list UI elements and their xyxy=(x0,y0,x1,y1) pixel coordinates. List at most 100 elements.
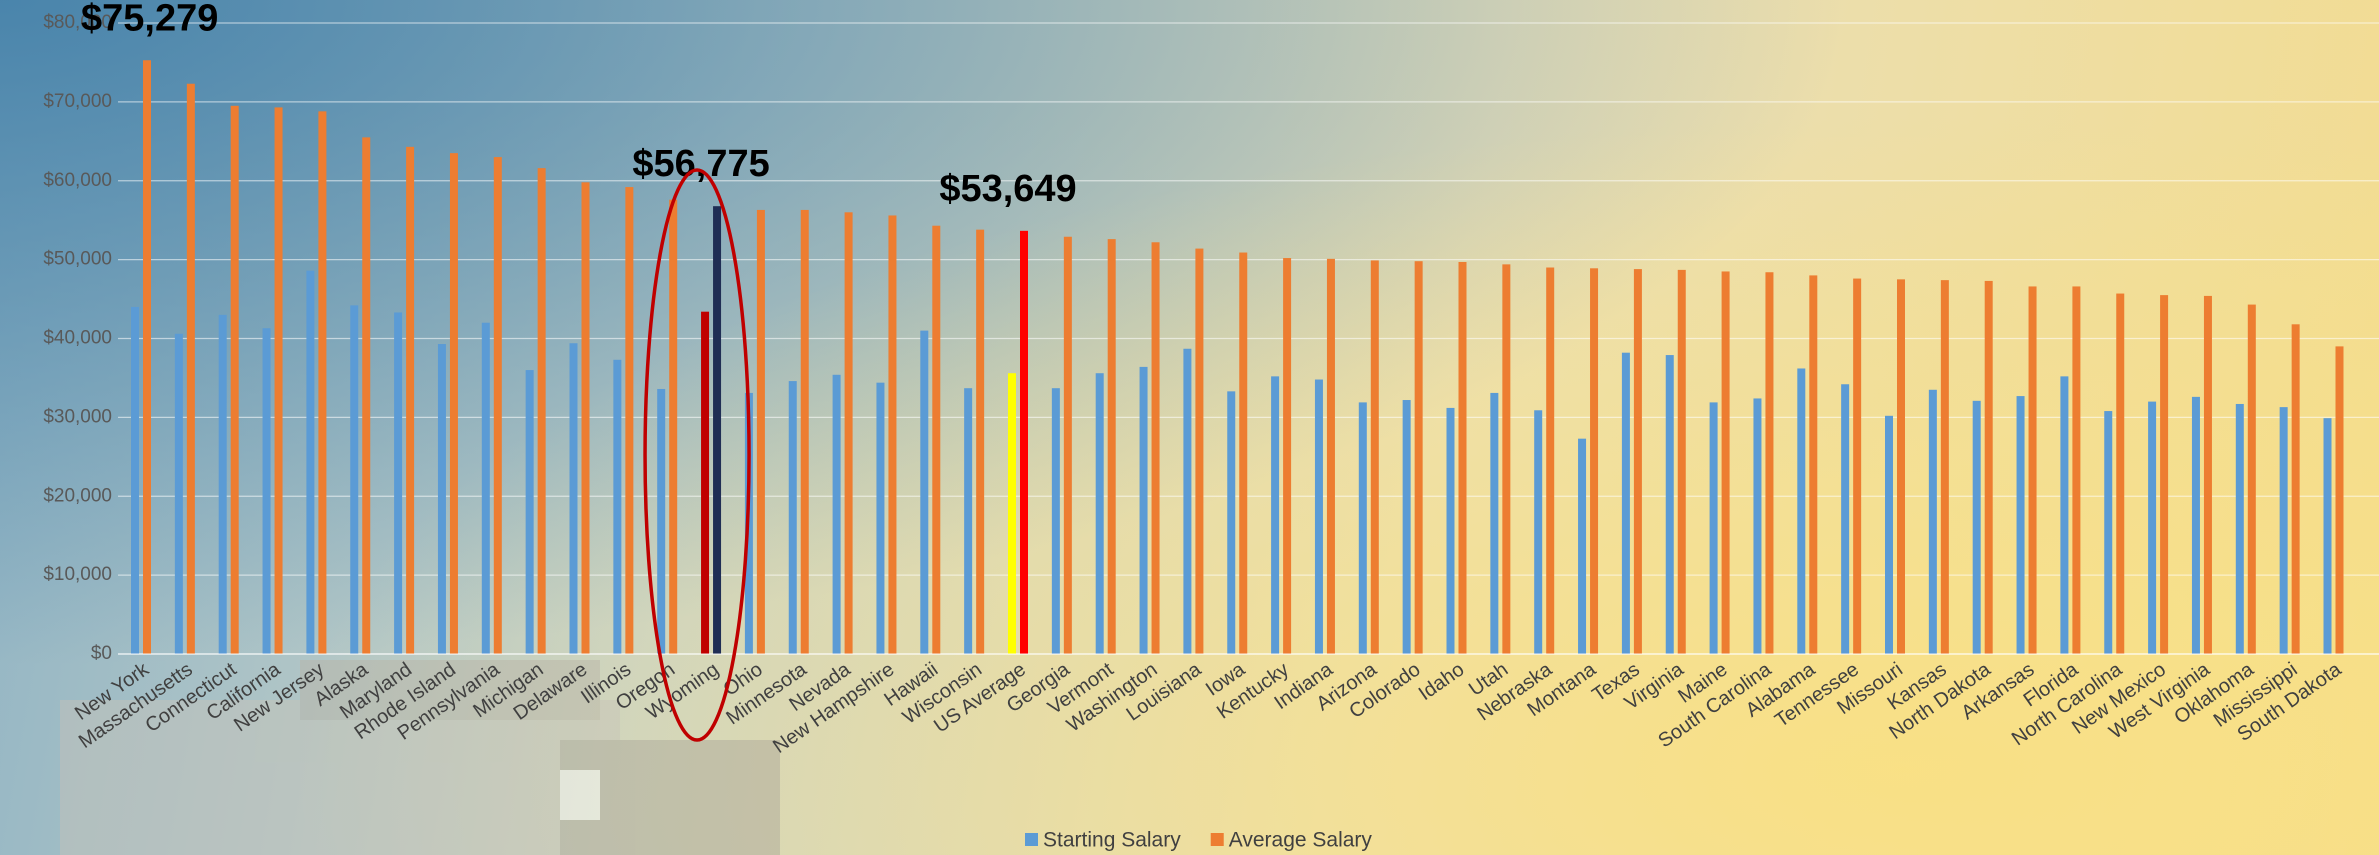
bar xyxy=(1195,249,1203,654)
bar xyxy=(613,360,621,654)
bar xyxy=(1929,390,1937,654)
bar xyxy=(1052,388,1060,654)
bar xyxy=(263,328,271,654)
bar xyxy=(1578,439,1586,654)
bar xyxy=(1502,264,1510,654)
y-tick-label: $60,000 xyxy=(43,170,112,191)
bar xyxy=(1152,242,1160,654)
bar xyxy=(1797,368,1805,654)
bar xyxy=(1239,253,1247,654)
bar xyxy=(275,107,283,654)
bar xyxy=(789,381,797,654)
bar xyxy=(1327,259,1335,654)
bar xyxy=(1666,355,1674,654)
bar xyxy=(450,153,458,654)
bar xyxy=(1885,416,1893,654)
bar xyxy=(306,271,314,654)
bar xyxy=(669,200,677,654)
bar xyxy=(231,106,239,654)
bar xyxy=(1809,275,1817,654)
bar xyxy=(1096,373,1104,654)
bar xyxy=(1722,271,1730,654)
bar xyxy=(1315,380,1323,654)
legend-label: Starting Salary xyxy=(1043,829,1181,852)
bar xyxy=(394,312,402,654)
y-tick-label: $40,000 xyxy=(43,328,112,349)
bar xyxy=(2160,295,2168,654)
bar xyxy=(2192,397,2200,654)
y-tick-label: $70,000 xyxy=(43,91,112,112)
data-label: $53,649 xyxy=(939,168,1076,210)
bar xyxy=(657,389,665,654)
bar xyxy=(701,312,709,654)
bar xyxy=(1622,353,1630,654)
bar xyxy=(2236,404,2244,654)
bar xyxy=(845,212,853,654)
legend-swatch xyxy=(1025,833,1038,846)
bar xyxy=(570,343,578,654)
bar xyxy=(131,307,139,654)
bar xyxy=(1546,268,1554,654)
bar xyxy=(143,60,151,654)
bar xyxy=(920,331,928,654)
bar xyxy=(2104,411,2112,654)
bar xyxy=(2204,296,2212,654)
bar xyxy=(1765,272,1773,654)
bar xyxy=(1459,262,1467,654)
bar xyxy=(1227,391,1235,654)
bar xyxy=(2017,396,2025,654)
bar xyxy=(1008,373,1016,654)
bar xyxy=(1534,410,1542,654)
bar xyxy=(362,137,370,654)
bar xyxy=(1897,279,1905,654)
bar xyxy=(1753,398,1761,654)
bar xyxy=(2292,324,2300,654)
bar xyxy=(438,344,446,654)
bar xyxy=(1841,384,1849,654)
y-tick-label: $10,000 xyxy=(43,564,112,585)
bar xyxy=(1678,270,1686,654)
bar xyxy=(2248,305,2256,654)
bar xyxy=(1064,237,1072,654)
bar xyxy=(219,315,227,654)
bar xyxy=(1590,268,1598,654)
bar xyxy=(2116,294,2124,654)
bar xyxy=(1853,279,1861,654)
bar xyxy=(2072,286,2080,654)
bar xyxy=(1359,402,1367,654)
bar xyxy=(932,226,940,654)
bar xyxy=(625,187,633,654)
data-label: $56,775 xyxy=(632,143,769,185)
bar xyxy=(801,210,809,654)
bar xyxy=(833,375,841,654)
bar xyxy=(1020,231,1028,654)
bar xyxy=(2148,402,2156,654)
bar xyxy=(538,168,546,654)
chart: $0$10,000$20,000$30,000$40,000$50,000$60… xyxy=(0,0,2379,855)
bar xyxy=(1973,401,1981,654)
bar xyxy=(1447,408,1455,654)
bar xyxy=(2029,286,2037,654)
bar xyxy=(976,230,984,654)
bar xyxy=(582,182,590,654)
bar xyxy=(876,383,884,654)
bar xyxy=(2280,407,2288,654)
bar xyxy=(318,111,326,654)
bar xyxy=(713,206,721,654)
bar xyxy=(1183,349,1191,654)
bar xyxy=(1490,393,1498,654)
bar xyxy=(1634,269,1642,654)
bar xyxy=(757,210,765,654)
bar xyxy=(1415,261,1423,654)
bar xyxy=(406,147,414,654)
bar xyxy=(888,215,896,654)
bar xyxy=(526,370,534,654)
bar xyxy=(964,388,972,654)
legend-label: Average Salary xyxy=(1229,829,1373,852)
y-tick-label: $50,000 xyxy=(43,249,112,270)
x-tick-label: Idaho xyxy=(1415,658,1469,705)
bar xyxy=(482,323,490,654)
y-tick-label: $30,000 xyxy=(43,406,112,427)
bar xyxy=(2060,376,2068,654)
bar xyxy=(1140,367,1148,654)
